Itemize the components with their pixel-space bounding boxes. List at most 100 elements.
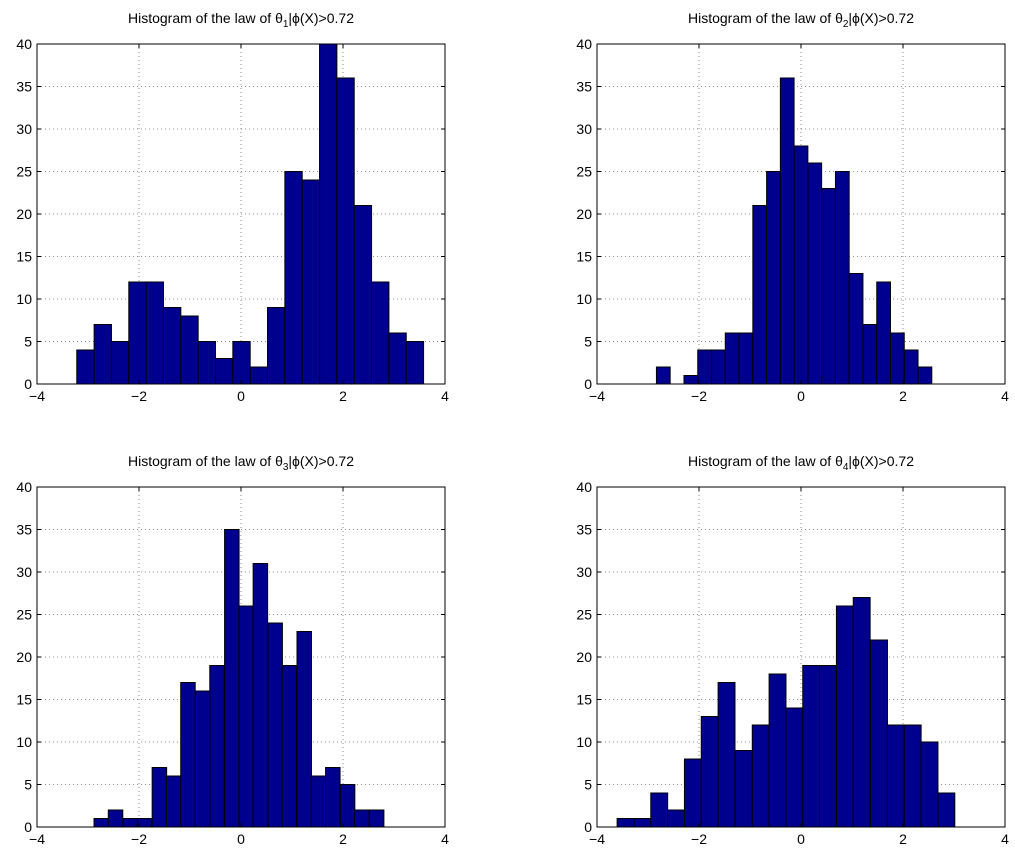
histogram-bar xyxy=(107,809,124,828)
y-tick-label: 20 xyxy=(16,649,32,665)
histogram-bar xyxy=(870,639,888,828)
histogram-bar xyxy=(697,349,712,385)
histogram-bar xyxy=(711,349,726,385)
chart-title-suffix: |ϕ(X)>0.72 xyxy=(848,453,914,469)
x-tick-label: 4 xyxy=(441,831,449,847)
chart-title-subscript: 2 xyxy=(843,19,849,30)
y-tick-label: 15 xyxy=(16,692,32,708)
histogram-bar xyxy=(215,358,234,385)
x-tick-label: 2 xyxy=(339,831,347,847)
chart-title-symbol: θ xyxy=(275,453,283,469)
y-tick-label: 35 xyxy=(576,522,592,538)
histogram-bar xyxy=(197,341,217,385)
histogram-bar xyxy=(819,665,837,828)
x-tick-label: 0 xyxy=(237,831,245,847)
y-tick-label: 20 xyxy=(576,206,592,222)
y-tick-label: 5 xyxy=(24,334,32,350)
chart-title: Histogram of the law of θ3|ϕ(X)>0.72 xyxy=(128,453,354,473)
histogram-bar xyxy=(354,809,370,828)
y-tick-label: 15 xyxy=(576,249,592,265)
x-tick-label: −2 xyxy=(691,388,707,404)
y-tick-label: 25 xyxy=(16,164,32,180)
histogram-bar xyxy=(145,281,164,385)
chart-title: Histogram of the law of θ2|ϕ(X)>0.72 xyxy=(688,10,914,30)
x-tick-label: 4 xyxy=(441,388,449,404)
histogram-bar xyxy=(267,307,286,385)
y-tick-label: 0 xyxy=(584,376,592,392)
chart-title-suffix: |ϕ(X)>0.72 xyxy=(288,453,354,469)
histogram-bar xyxy=(224,529,240,828)
y-tick-label: 30 xyxy=(576,564,592,580)
histogram-bar xyxy=(388,332,407,385)
histogram-bar xyxy=(717,682,736,828)
chart-title-subscript: 3 xyxy=(283,462,289,473)
histogram-bar xyxy=(238,605,254,828)
histogram-bar xyxy=(738,332,754,385)
histogram-bar xyxy=(162,307,182,385)
histogram-bar xyxy=(852,597,871,828)
chart-title-subscript: 1 xyxy=(283,19,289,30)
histogram-bar xyxy=(371,281,390,385)
histogram-bar xyxy=(319,43,338,385)
histogram-bar xyxy=(76,349,95,385)
histogram-bar xyxy=(267,622,283,828)
y-tick-label: 25 xyxy=(16,607,32,623)
x-tick-label: −2 xyxy=(691,831,707,847)
histogram-bar xyxy=(633,818,652,828)
histogram-bar xyxy=(336,77,355,385)
y-tick-label: 5 xyxy=(24,777,32,793)
y-tick-label: 15 xyxy=(16,249,32,265)
chart-title-symbol: θ xyxy=(835,453,843,469)
histogram-bar xyxy=(700,716,719,828)
histogram-bar xyxy=(802,665,821,828)
y-tick-label: 10 xyxy=(16,291,32,307)
histogram-bar xyxy=(284,171,303,385)
histogram-bar xyxy=(683,758,702,828)
y-tick-label: 10 xyxy=(16,734,32,750)
y-tick-label: 30 xyxy=(16,564,32,580)
x-tick-label: −4 xyxy=(29,831,45,847)
histogram-bar xyxy=(903,349,919,385)
x-tick-label: 2 xyxy=(899,831,907,847)
histogram-bar xyxy=(136,818,153,828)
x-tick-label: 0 xyxy=(237,388,245,404)
histogram-bar xyxy=(655,366,671,385)
chart-title: Histogram of the law of θ4|ϕ(X)>0.72 xyxy=(688,453,914,473)
histogram-bar xyxy=(667,809,685,828)
y-tick-label: 25 xyxy=(576,607,592,623)
histogram-bar xyxy=(848,273,864,385)
histogram-bar xyxy=(724,332,740,385)
histogram-bar xyxy=(296,631,312,828)
y-tick-label: 35 xyxy=(576,79,592,95)
y-tick-label: 10 xyxy=(576,291,592,307)
chart-title-suffix: |ϕ(X)>0.72 xyxy=(848,10,914,26)
histogram-bar xyxy=(768,673,787,828)
histogram-bar xyxy=(903,724,922,828)
y-tick-label: 30 xyxy=(576,121,592,137)
histogram-bar xyxy=(368,809,385,828)
y-tick-label: 25 xyxy=(576,164,592,180)
chart-title-subscript: 4 xyxy=(843,462,849,473)
histogram-bar xyxy=(180,682,196,828)
histogram-bar xyxy=(920,741,939,828)
histogram-panel-3: Histogram of the law of θ3|ϕ(X)>0.72 −4 −2… xyxy=(16,453,449,847)
chart-title: Histogram of the law of θ1|ϕ(X)>0.72 xyxy=(128,10,354,30)
histogram-bar xyxy=(232,341,251,385)
y-tick-label: 40 xyxy=(576,479,592,495)
histogram-bar xyxy=(122,818,139,828)
chart-title-prefix: Histogram of the law of xyxy=(128,10,275,26)
y-tick-label: 35 xyxy=(16,522,32,538)
histogram-bar xyxy=(93,818,110,828)
y-tick-label: 10 xyxy=(576,734,592,750)
x-tick-label: 0 xyxy=(797,388,805,404)
y-tick-label: 30 xyxy=(16,121,32,137)
histogram-bar xyxy=(252,563,269,828)
y-tick-label: 40 xyxy=(576,36,592,52)
chart-title-prefix: Histogram of the law of xyxy=(688,10,835,26)
x-tick-label: 0 xyxy=(797,831,805,847)
histogram-bar xyxy=(876,281,891,385)
x-tick-label: 2 xyxy=(339,388,347,404)
histogram-bar xyxy=(734,750,753,828)
histogram-panel-1: Histogram of the law of θ1|ϕ(X)>0.72 −4 −2… xyxy=(16,10,449,404)
